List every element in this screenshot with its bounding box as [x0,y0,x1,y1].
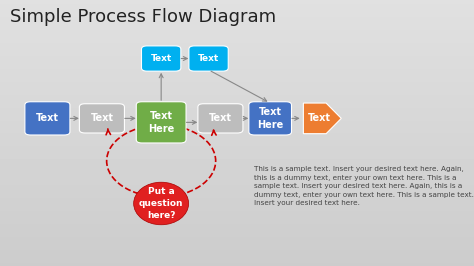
Text: Text: Text [209,113,232,123]
FancyBboxPatch shape [198,104,243,133]
Text: Text
Here: Text Here [148,111,174,134]
Text: Text: Text [36,113,59,123]
Polygon shape [303,103,341,134]
Text: Simple Process Flow Diagram: Simple Process Flow Diagram [10,8,276,26]
Text: Put a
question
here?: Put a question here? [139,187,183,220]
FancyBboxPatch shape [249,102,292,135]
Text: This is a sample text. Insert your desired text here. Again,
this is a dummy tex: This is a sample text. Insert your desir… [254,166,474,206]
Text: Text: Text [198,54,219,63]
Text: Text: Text [308,113,331,123]
Ellipse shape [134,182,189,225]
FancyBboxPatch shape [137,102,186,143]
FancyBboxPatch shape [142,46,181,71]
FancyBboxPatch shape [25,102,70,135]
FancyBboxPatch shape [79,104,124,133]
Text: Text: Text [151,54,172,63]
Text: Text
Here: Text Here [257,107,283,130]
FancyBboxPatch shape [189,46,228,71]
Text: Text: Text [91,113,113,123]
